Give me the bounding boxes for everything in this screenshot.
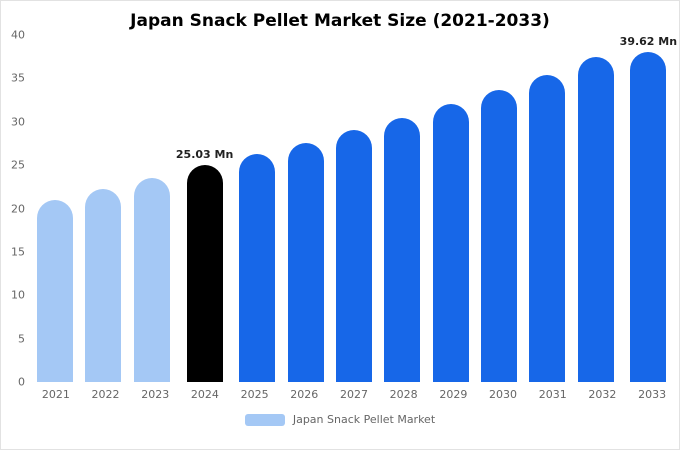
value-label-2032 [594,40,598,53]
bar-2021[interactable] [37,199,74,382]
x-axis-label-2023: 2023 [141,388,170,401]
y-tick-label: 5 [18,332,25,346]
bar-2031[interactable] [529,74,566,382]
bar-column: 39.62 Mn [620,35,677,382]
value-label-2033: 39.62 Mn [619,35,678,48]
value-label-2031 [545,58,549,71]
bar-column [233,35,281,382]
value-label-2027 [352,113,356,126]
x-axis-label-2029: 2029 [439,388,468,401]
value-label-2023 [150,161,154,174]
bar-column [571,35,619,382]
bar-2025[interactable] [239,153,276,382]
x-axis-label-2026: 2026 [290,388,319,401]
legend-label: Japan Snack Pellet Market [292,413,436,426]
legend-swatch[interactable] [244,413,285,426]
value-label-2021 [53,183,57,196]
bar-2027[interactable] [336,130,373,382]
value-label-2030 [497,73,501,86]
value-label-2022 [102,172,106,185]
bar-column [475,35,523,382]
y-tick-label: 15 [11,245,25,259]
bar-column [282,35,330,382]
x-axis-label-2024: 2024 [190,388,219,401]
bar-2028[interactable] [384,117,421,382]
x-axis-label-2025: 2025 [240,388,269,401]
y-tick-label: 35 [11,71,25,85]
x-axis-label-2022: 2022 [91,388,120,401]
value-label-2025 [256,137,260,150]
y-tick-label: 25 [11,158,25,172]
bar-2030[interactable] [480,90,517,382]
bar-column [426,35,474,382]
bar-2026[interactable] [287,142,324,382]
x-axis-label-2027: 2027 [339,388,368,401]
x-axis: 2021 2022 2023 2024 2025 2026 2027 2028 2029 2030… [3,382,677,401]
y-tick-label: 30 [11,115,25,129]
x-axis-label-2028: 2028 [389,388,418,401]
legend[interactable]: Japan Snack Pellet Market [1,413,679,426]
bar-2022[interactable] [85,188,122,382]
bar-2033[interactable] [630,52,667,382]
bar-column [128,35,176,382]
bar-column [330,35,378,382]
bar-2029[interactable] [432,104,469,382]
bar-column: 25.03 Mn [176,35,233,382]
x-axis-label-2031: 2031 [538,388,567,401]
value-label-2024: 25.03 Mn [175,147,234,161]
bar-column [79,35,127,382]
value-label-2029 [449,87,453,100]
y-tick-label: 10 [11,288,25,302]
bar-2024[interactable] [186,164,223,382]
y-tick-label: 20 [11,202,25,215]
plot-wrap: 0 5 10 15 20 25 30 35 40 25.03 Mn 39.62 Mn [3,30,677,388]
y-tick-label: 40 [11,28,25,42]
x-axis-spacer [3,382,31,401]
bar-column [523,35,571,382]
bar-2023[interactable] [133,178,170,382]
x-axis-label-2030: 2030 [489,388,518,401]
y-tick-label: 0 [18,375,25,389]
value-label-2026 [304,126,308,139]
y-axis: 0 5 10 15 20 25 30 35 40 [3,30,31,388]
x-axis-label-2032: 2032 [588,388,617,401]
bar-column [31,35,79,382]
x-axis-label-2021: 2021 [41,388,70,401]
chart-title: Japan Snack Pellet Market Size (2021-203… [130,11,550,31]
bar-2032[interactable] [577,57,614,382]
value-label-2028 [400,101,404,114]
x-axis-label-2033: 2033 [638,388,667,401]
plot-area: 25.03 Mn 39.62 Mn [31,35,677,382]
bar-column [378,35,426,382]
